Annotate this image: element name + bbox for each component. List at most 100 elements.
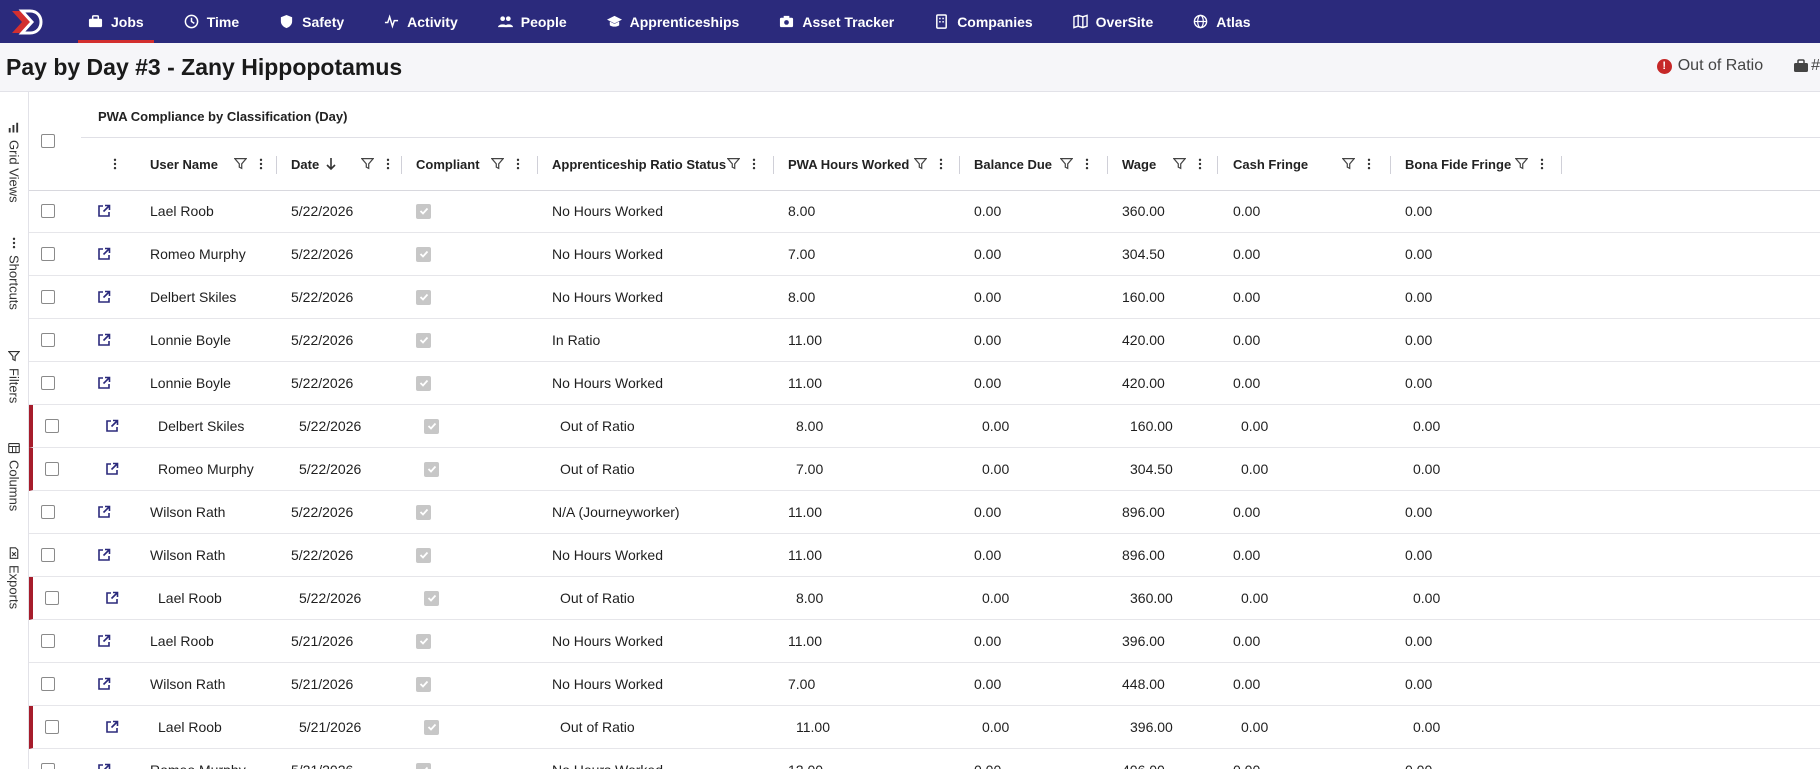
row-checkbox[interactable] — [41, 333, 55, 347]
sort-descending-icon[interactable] — [325, 157, 337, 171]
export-icon — [9, 547, 19, 559]
filter-icon — [8, 350, 20, 362]
nav-item-activity[interactable]: Activity — [374, 0, 468, 43]
row-checkbox[interactable] — [45, 462, 59, 476]
open-record-icon[interactable] — [105, 448, 119, 490]
nav-item-oversite[interactable]: OverSite — [1063, 0, 1164, 43]
open-record-icon[interactable] — [105, 706, 119, 748]
column-menu-icon[interactable] — [1363, 158, 1375, 170]
column-header-balance[interactable]: Balance Due — [974, 138, 1089, 190]
table-row[interactable]: Lael Roob 5/21/2026 No Hours Worked 11.00 0.… — [29, 620, 1820, 663]
column-header-user[interactable]: User Name — [150, 138, 263, 190]
table-row[interactable]: Wilson Rath 5/22/2026 N/A (Journeyworker) 1… — [29, 491, 1820, 534]
select-all-checkbox[interactable] — [41, 134, 55, 148]
row-checkbox[interactable] — [41, 247, 55, 261]
column-header-compliant[interactable]: Compliant — [416, 138, 520, 190]
nav-item-apprenticeships[interactable]: Apprenticeships — [597, 0, 750, 43]
nav-item-atlas[interactable]: Atlas — [1183, 0, 1260, 43]
row-checkbox[interactable] — [45, 591, 59, 605]
table-row[interactable]: Lael Roob 5/22/2026 No Hours Worked 8.00 0.0… — [29, 190, 1820, 233]
table-row[interactable]: Delbert Skiles 5/22/2026 No Hours Worked 8.… — [29, 276, 1820, 319]
column-filter-icon[interactable] — [914, 157, 927, 170]
nav-item-jobs[interactable]: Jobs — [78, 0, 154, 43]
open-record-icon[interactable] — [97, 749, 111, 769]
row-checkbox[interactable] — [41, 634, 55, 648]
table-row[interactable]: Romeo Murphy 5/22/2026 Out of Ratio 7.00 0.0… — [29, 448, 1820, 491]
app-logo[interactable] — [10, 0, 50, 43]
open-record-icon[interactable] — [97, 362, 111, 404]
column-menu-icon[interactable] — [255, 158, 267, 170]
row-checkbox[interactable] — [41, 290, 55, 304]
open-record-icon[interactable] — [97, 233, 111, 275]
row-checkbox[interactable] — [45, 720, 59, 734]
row-checkbox[interactable] — [41, 677, 55, 691]
column-filter-icon[interactable] — [361, 157, 374, 170]
cell-ratio: No Hours Worked — [552, 203, 664, 219]
cell-date: 5/22/2026 — [291, 246, 354, 262]
column-menu-icon[interactable] — [935, 158, 947, 170]
open-record-icon[interactable] — [97, 534, 111, 576]
row-checkbox[interactable] — [45, 419, 59, 433]
column-filter-icon[interactable] — [234, 157, 247, 170]
table-row[interactable]: Lonnie Boyle 5/22/2026 In Ratio 11.00 0.00 42… — [29, 319, 1820, 362]
dots-icon — [752, 158, 756, 169]
column-header-bona[interactable]: Bona Fide Fringe — [1405, 138, 1544, 190]
open-record-icon[interactable] — [97, 190, 111, 232]
column-header-date[interactable]: Date — [291, 138, 390, 190]
rail-item-grid-views[interactable]: Grid Views — [0, 122, 28, 203]
cell-date: 5/22/2026 — [291, 332, 354, 348]
open-record-icon[interactable] — [97, 620, 111, 662]
dots-icon — [259, 158, 263, 169]
column-menu-icon[interactable] — [382, 158, 394, 170]
row-checkbox[interactable] — [41, 763, 55, 769]
column-filter-icon[interactable] — [1173, 157, 1186, 170]
column-menu-icon[interactable] — [1536, 158, 1548, 170]
row-checkbox[interactable] — [41, 548, 55, 562]
rail-item-filters[interactable]: Filters — [0, 350, 28, 403]
column-header-ratio[interactable]: Apprenticeship Ratio Status — [552, 138, 756, 190]
open-record-icon[interactable] — [105, 577, 119, 619]
column-menu-icon[interactable] — [109, 158, 121, 170]
column-filter-icon[interactable] — [1060, 157, 1073, 170]
row-checkbox[interactable] — [41, 376, 55, 390]
nav-item-companies[interactable]: Companies — [924, 0, 1042, 43]
nav-item-asset-tracker[interactable]: Asset Tracker — [769, 0, 904, 43]
column-header-hours[interactable]: PWA Hours Worked — [788, 138, 943, 190]
nav-item-safety[interactable]: Safety — [269, 0, 354, 43]
open-record-icon[interactable] — [97, 319, 111, 361]
nav-item-people[interactable]: People — [488, 0, 577, 43]
table-row[interactable]: Lael Roob 5/22/2026 Out of Ratio 8.00 0.00 36… — [29, 577, 1820, 620]
nav-item-time[interactable]: Time — [174, 0, 249, 43]
column-menu-icon[interactable] — [748, 158, 760, 170]
open-record-icon[interactable] — [97, 663, 111, 705]
header-status[interactable]: ! Out of Ratio # — [1656, 57, 1820, 75]
column-filter-icon[interactable] — [491, 157, 504, 170]
rail-item-columns[interactable]: Columns — [0, 442, 28, 511]
rail-item-shortcuts[interactable]: Shortcuts — [0, 237, 28, 310]
table-row[interactable]: Wilson Rath 5/21/2026 No Hours Worked 7.00 0… — [29, 663, 1820, 706]
column-filter-icon[interactable] — [1515, 157, 1528, 170]
table-row[interactable]: Romeo Murphy 5/21/2026 No Hours Worked 12.0… — [29, 749, 1820, 769]
table-row[interactable]: Lael Roob 5/21/2026 Out of Ratio 11.00 0.00 3… — [29, 706, 1820, 749]
table-row[interactable]: Lonnie Boyle 5/22/2026 No Hours Worked 11.0… — [29, 362, 1820, 405]
row-checkbox[interactable] — [41, 505, 55, 519]
cell-user: Wilson Rath — [150, 676, 226, 692]
open-record-icon[interactable] — [97, 276, 111, 318]
column-header-cash[interactable]: Cash Fringe — [1233, 138, 1371, 190]
open-record-icon[interactable] — [105, 405, 119, 447]
table-row[interactable]: Romeo Murphy 5/22/2026 No Hours Worked 7.00… — [29, 233, 1820, 276]
column-menu-icon[interactable] — [512, 158, 524, 170]
column-menu-icon[interactable] — [1194, 158, 1206, 170]
column-menu-icon[interactable] — [1081, 158, 1093, 170]
rail-item-exports[interactable]: Exports — [0, 547, 28, 609]
table-row[interactable]: Delbert Skiles 5/22/2026 Out of Ratio 8.00 0… — [29, 405, 1820, 448]
cell-date: 5/22/2026 — [299, 418, 362, 434]
column-filter-icon[interactable] — [727, 157, 740, 170]
table-row[interactable]: Wilson Rath 5/22/2026 No Hours Worked 11.00… — [29, 534, 1820, 577]
open-record-icon[interactable] — [97, 491, 111, 533]
side-rail: Grid Views Shortcuts Filters Columns Exports — [0, 92, 29, 769]
column-header-wage[interactable]: Wage — [1122, 138, 1202, 190]
column-filter-icon[interactable] — [1342, 157, 1355, 170]
column-header-label: PWA Hours Worked — [788, 156, 910, 172]
row-checkbox[interactable] — [41, 204, 55, 218]
